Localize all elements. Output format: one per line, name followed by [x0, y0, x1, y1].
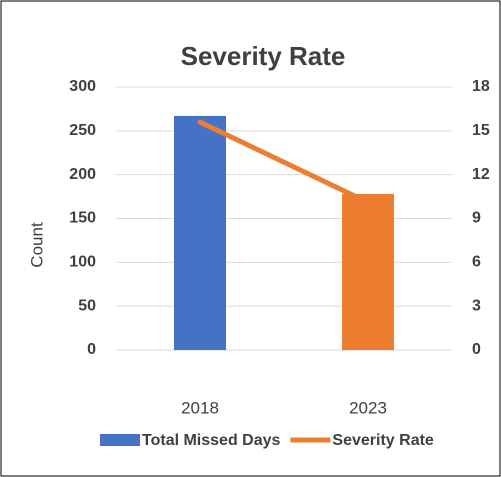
x-tick-label: 2018	[181, 398, 219, 417]
y2-tick-label: 0	[472, 341, 481, 358]
y-tick-label: 150	[69, 210, 96, 227]
y2-tick-label: 3	[472, 297, 481, 314]
y-tick-label: 100	[69, 254, 96, 271]
line	[197, 119, 371, 205]
y2-tick-label: 18	[472, 78, 490, 95]
legend-label: Severity Rate	[332, 432, 433, 449]
y-axis-title: Count	[27, 222, 46, 268]
y-tick-label: 250	[69, 122, 96, 139]
y2-tick-label: 9	[472, 210, 481, 227]
y-tick-label: 0	[87, 341, 96, 358]
legend-label: Total Missed Days	[142, 432, 281, 449]
bar	[174, 115, 226, 351]
bar	[342, 193, 394, 350]
y-tick-label: 300	[69, 78, 96, 95]
y-tick-label: 50	[78, 297, 96, 314]
y2-tick-label: 12	[472, 166, 490, 183]
chart-title: Severity Rate	[181, 41, 346, 71]
y2-tick-label: 6	[472, 254, 481, 271]
y2-tick-label: 15	[472, 122, 490, 139]
x-tick-label: 2023	[349, 398, 387, 417]
y-tick-label: 200	[69, 166, 96, 183]
legend-swatch	[100, 434, 140, 446]
